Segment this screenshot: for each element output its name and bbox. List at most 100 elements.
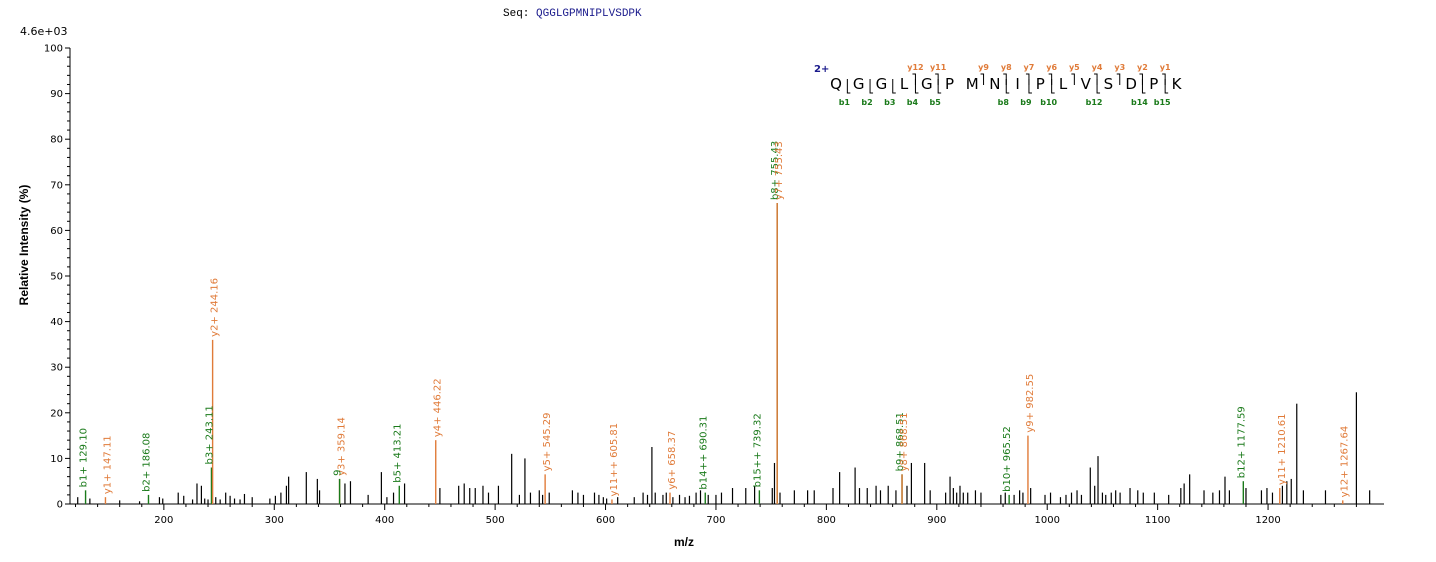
y-tick-label: 20 <box>50 408 63 419</box>
b-ion-marker <box>1141 79 1146 94</box>
b-ion-marker <box>892 79 896 94</box>
peak-label: b3+ 243.11 <box>204 405 215 464</box>
sequence-residue: G <box>853 75 865 93</box>
y-ion-label: y2 <box>1137 63 1148 72</box>
peak-label: y8+ 868.51 <box>899 413 910 472</box>
y-ion-label: y8 <box>1001 63 1012 72</box>
peak-label: y4+ 446.22 <box>433 378 444 437</box>
b-ion-marker <box>846 79 851 94</box>
b-ion-label: b1 <box>839 98 851 107</box>
sequence-header-label: Seq: <box>503 8 530 20</box>
x-tick-label: 600 <box>596 515 615 526</box>
y-tick-label: 90 <box>50 89 63 100</box>
x-tick-label: 300 <box>265 515 284 526</box>
y-ion-label: y12 <box>907 63 923 72</box>
b-ion-label: b14 <box>1131 98 1148 107</box>
x-tick-label: 1100 <box>1145 515 1170 526</box>
peak-label: y11+ 1210.61 <box>1277 413 1288 485</box>
b-ion-label: b3 <box>884 98 895 107</box>
sequence-residue: Q <box>830 75 842 93</box>
peak-label: y1+ 147.11 <box>102 435 113 494</box>
peak-label: 9 <box>333 470 344 476</box>
x-tick-label: 700 <box>706 515 725 526</box>
sequence-residue: D <box>1125 75 1137 93</box>
x-tick-label: 400 <box>375 515 394 526</box>
y-tick-label: 80 <box>50 135 63 146</box>
sequence-residue: L <box>900 75 909 93</box>
sequence-residue: P <box>945 75 954 93</box>
y-tick-label: 30 <box>50 363 63 374</box>
peak-label: y11++ 605.81 <box>609 423 620 497</box>
b-ion-label: b8 <box>998 98 1010 107</box>
peak-label: y12+ 1267.64 <box>1340 426 1351 498</box>
sequence-residue: S <box>1104 75 1114 93</box>
sequence-residue: P <box>1036 75 1045 93</box>
peak-label: b8+ 755.43 <box>770 141 781 200</box>
sequence-residue: M <box>966 75 979 93</box>
x-tick-label: 1000 <box>1034 515 1059 526</box>
y-ion-marker <box>1071 73 1075 85</box>
x-tick-label: 200 <box>154 515 173 526</box>
y-tick-label: 100 <box>44 44 63 55</box>
x-axis-title: m/z <box>674 535 694 549</box>
b-ion-label: b5 <box>930 98 942 107</box>
sequence-residue: I <box>1015 75 1019 93</box>
b-ion-label: b9 <box>1020 98 1032 107</box>
b-ion-marker <box>1164 79 1169 94</box>
y-ion-label: y4 <box>1092 63 1103 72</box>
peak-label: b15++ 739.32 <box>752 413 763 487</box>
sequence-residue: K <box>1172 75 1183 93</box>
peak-label: y2+ 244.16 <box>210 278 221 337</box>
y-ion-label: y11 <box>930 63 947 72</box>
peak-label: b14++ 690.31 <box>698 416 709 490</box>
y-ion-marker <box>1116 73 1121 85</box>
x-tick-label: 800 <box>817 515 836 526</box>
peak-label: b10+ 965.52 <box>1002 426 1013 492</box>
b-ion-label: b15 <box>1154 98 1171 107</box>
sequence-header: Seq: QGGLGPMNIPLVSDPK <box>503 8 642 20</box>
x-tick-label: 1200 <box>1255 515 1280 526</box>
sequence-residue: G <box>876 75 888 93</box>
sequence-residue: L <box>1059 75 1068 93</box>
y-tick-label: 70 <box>50 180 63 191</box>
sequence-residue: P <box>1149 75 1158 93</box>
y-tick-label: 60 <box>50 226 63 237</box>
x-tick-label: 900 <box>927 515 946 526</box>
spectrum-peaks <box>77 203 1371 504</box>
charge-state-label: 2+ <box>814 64 829 75</box>
peak-label: b9+ 868.51 <box>895 412 906 471</box>
b-ion-label: b12 <box>1086 98 1103 107</box>
peak-label: y3+ 359.14 <box>337 417 348 476</box>
sequence-header-value: QGGLGPMNIPLVSDPK <box>536 8 642 20</box>
y-ion-label: y5 <box>1069 63 1080 72</box>
y-axis-title: Relative Intensity (%) <box>17 185 31 306</box>
b-ion-label: b10 <box>1040 98 1057 107</box>
peak-label: y9+ 982.55 <box>1025 374 1036 433</box>
sequence-residue: G <box>921 75 933 93</box>
y-ion-marker <box>980 73 985 85</box>
y-ion-label: y7 <box>1024 63 1035 72</box>
sequence-residue: V <box>1081 75 1092 93</box>
y-ion-label: y1 <box>1160 63 1171 72</box>
max-intensity-label: 4.6e+03 <box>20 25 67 38</box>
y-tick-label: 10 <box>50 454 63 465</box>
peak-labels: b1+ 129.10 y1+ 147.11 b2+ 186.08 b3+ 243.11… <box>79 141 1351 498</box>
peak-label: b2+ 186.08 <box>141 433 152 492</box>
b-ion-marker <box>1028 79 1032 94</box>
y-tick-label: 50 <box>50 272 63 283</box>
b-ion-marker <box>937 79 942 94</box>
b-ion-label: b4 <box>907 98 919 107</box>
b-ion-marker <box>1005 79 1010 94</box>
chart-axes: 0 10 20 30 40 50 60 70 80 90 100 200 300 400 500 600 700… <box>44 44 1384 526</box>
b-ion-marker <box>914 79 919 94</box>
peak-label: y7+ 755.43 <box>774 141 785 200</box>
peak-label: b5+ 413.21 <box>392 423 403 482</box>
y-tick-label: 0 <box>57 500 63 511</box>
y-ion-label: y3 <box>1114 63 1125 72</box>
peak-label: b12+ 1177.59 <box>1236 406 1247 478</box>
b-ion-label: b2 <box>861 98 872 107</box>
b-ion-marker <box>869 79 874 94</box>
b-ion-marker <box>1096 79 1101 94</box>
y-ion-label: y6 <box>1046 63 1057 72</box>
